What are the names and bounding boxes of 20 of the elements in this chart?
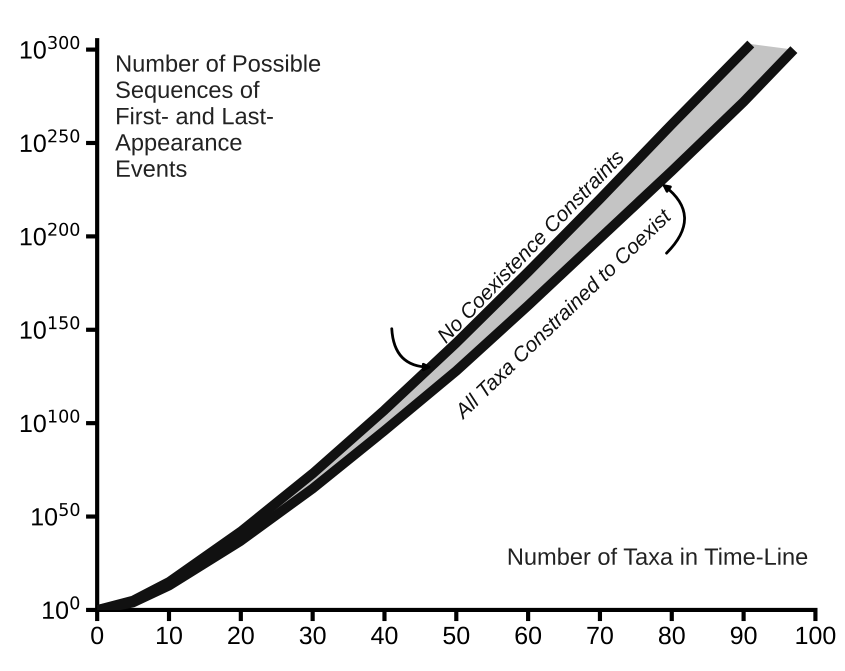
x-tick-label: 60 xyxy=(515,626,542,644)
y-tick-label: 10$^{100}$ xyxy=(20,409,80,432)
x-tick-label: 0 xyxy=(91,626,104,644)
y-tick-label: 10$^{250}$ xyxy=(20,129,80,152)
x-tick-label: 30 xyxy=(300,626,326,644)
x-tick-label: 80 xyxy=(658,626,685,644)
y-tick-label: 10$^{300}$ xyxy=(20,36,80,59)
y-tick-label: 10$^{200}$ xyxy=(20,222,80,246)
x-tick-label: 90 xyxy=(730,626,757,644)
x-tick-label: 70 xyxy=(587,626,613,644)
y-tick-label: 10$^{150}$ xyxy=(20,316,80,339)
y-tick-label: 10$^{0}$ xyxy=(43,596,80,620)
x-tick-label: 50 xyxy=(443,626,470,644)
y-tick-label: 10$^{50}$ xyxy=(32,502,80,526)
x-tick-label: 20 xyxy=(228,626,254,644)
y-axis-title: Number of Possible Sequences of First- and Last- Appearance Events xyxy=(115,54,320,177)
x-tick-label: 40 xyxy=(371,626,398,644)
x-tick-label: 100 xyxy=(796,626,836,644)
x-tick-label: 10 xyxy=(157,626,182,644)
x-axis-title: Number of Taxa in Time-Line xyxy=(508,548,808,566)
